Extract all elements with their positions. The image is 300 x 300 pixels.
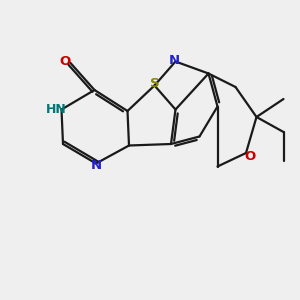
Text: HN: HN (46, 103, 67, 116)
Text: O: O (59, 55, 71, 68)
Text: N: N (168, 53, 180, 67)
Text: O: O (244, 150, 255, 163)
Text: N: N (90, 159, 102, 172)
Text: S: S (150, 76, 159, 90)
